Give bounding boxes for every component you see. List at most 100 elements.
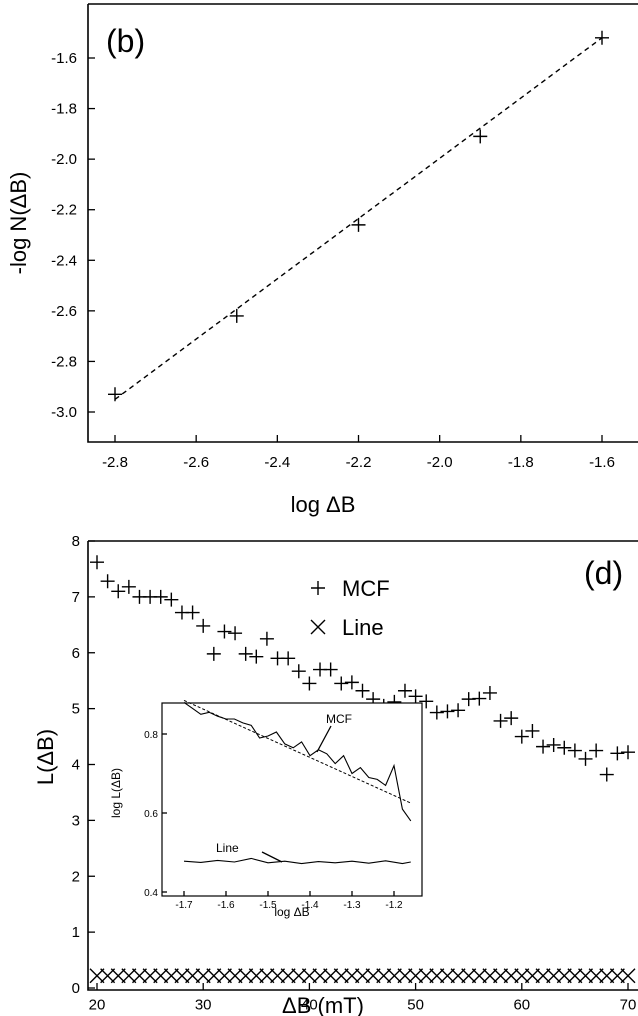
- inset-y-axis-label: log L(ΔB): [109, 768, 123, 818]
- line-data-point: [185, 968, 201, 984]
- panel-d-y-tick-label: 4: [72, 757, 80, 774]
- mcf-data-point: [546, 737, 561, 752]
- mcf-data-point: [610, 746, 625, 761]
- line-data-point: [599, 968, 615, 984]
- panel-d-y-tick-label: 1: [72, 924, 80, 941]
- mcf-data-point: [408, 689, 423, 704]
- panel-d-x-tick-label: 70: [620, 996, 637, 1013]
- mcf-data-point: [578, 751, 593, 766]
- panel-d-y-tick-label: 8: [72, 533, 80, 550]
- mcf-data-point: [557, 740, 572, 755]
- inset-x-tick-label: -1.4: [301, 900, 319, 911]
- line-data-point: [153, 968, 169, 984]
- mcf-data-point: [589, 743, 604, 758]
- line-data-point: [163, 968, 179, 984]
- line-data-point: [609, 968, 625, 984]
- line-data-point: [397, 968, 413, 984]
- legend-mcf-marker: [311, 581, 325, 595]
- panel-b-data-point: [351, 217, 366, 232]
- inset-annotation-mcf: MCF: [326, 712, 352, 726]
- line-data-point: [386, 968, 402, 984]
- line-data-point: [174, 968, 190, 984]
- panel-b-y-tick-label: -1.6: [51, 50, 77, 67]
- mcf-data-point: [621, 745, 635, 760]
- mcf-data-point: [185, 605, 200, 620]
- line-data-point: [301, 968, 317, 984]
- line-data-point: [259, 968, 275, 984]
- panel-b-points: [108, 30, 609, 402]
- panel-b-fit-line: [114, 37, 603, 400]
- panel-d: (d) 0 1 2 3 4 5 6 7 8 20 30 40 50 60 70 ΔB (mT) L(ΔB)…: [33, 533, 638, 1016]
- panel-b-x-tick-label: -2.8: [102, 454, 128, 471]
- inset-x-tick-label: -1.2: [385, 900, 403, 911]
- line-data-point: [588, 968, 604, 984]
- legend-line-label: Line: [342, 615, 384, 640]
- line-data-point: [418, 968, 434, 984]
- inset-annotation-line-arrow: [261, 851, 283, 863]
- panel-b-data-point: [108, 387, 122, 402]
- panel-b-x-tick-label: -2.4: [264, 454, 290, 471]
- panel-d-x-tick-label: 50: [407, 996, 424, 1013]
- panel-d-y-tick-label: 3: [72, 812, 80, 829]
- mcf-data-point: [334, 676, 349, 691]
- inset-y-ticks: 0.4 0.6 0.8: [144, 730, 167, 899]
- mcf-data-point: [249, 649, 264, 664]
- inset-y-tick-label: 0.6: [144, 809, 158, 820]
- panel-b-x-ticks: -2.8 -2.6 -2.4 -2.2 -2.0 -1.8 -1.6: [102, 435, 615, 471]
- line-data-point: [238, 968, 254, 984]
- panel-d-frame: [87, 540, 638, 991]
- mcf-data-point: [291, 664, 306, 679]
- mcf-data-point: [504, 711, 519, 726]
- line-data-point: [110, 968, 126, 984]
- mcf-data-point: [111, 584, 126, 599]
- line-data-point: [206, 968, 222, 984]
- mcf-data-point: [206, 646, 221, 661]
- line-data-point: [578, 968, 594, 984]
- line-data-point: [216, 968, 232, 984]
- mcf-data-point: [121, 579, 136, 594]
- line-data-point: [121, 968, 137, 984]
- line-data-point: [270, 968, 286, 984]
- mcf-data-point: [440, 704, 455, 719]
- line-data-point: [535, 968, 551, 984]
- mcf-data-point: [281, 651, 296, 666]
- inset-x-axis-label: log ΔB: [274, 905, 309, 919]
- panel-d-legend: MCF Line: [310, 576, 390, 640]
- mcf-data-point: [599, 767, 614, 782]
- mcf-data-point: [355, 683, 370, 698]
- line-data-point: [333, 968, 349, 984]
- line-data-point: [439, 968, 455, 984]
- line-data-point: [376, 968, 392, 984]
- panel-d-x-tick-label: 20: [89, 996, 106, 1013]
- panel-d-y-axis-label: L(ΔB): [33, 729, 58, 785]
- panel-b-y-axis-label: -log N(ΔB): [6, 172, 31, 275]
- line-data-point: [450, 968, 466, 984]
- panel-b-y-tick-label: -2.4: [51, 252, 77, 269]
- panel-d-x-tick-label: 30: [195, 996, 212, 1013]
- mcf-data-point: [100, 574, 115, 589]
- legend-line-marker: [310, 619, 326, 635]
- line-data-point: [280, 968, 296, 984]
- panel-d-y-tick-label: 0: [72, 980, 80, 997]
- line-data-point: [471, 968, 487, 984]
- mcf-data-point: [228, 626, 243, 641]
- inset-line-curve: [183, 857, 411, 865]
- line-data-point: [89, 968, 105, 984]
- line-data-point: [195, 968, 211, 984]
- mcf-data-point: [536, 739, 551, 754]
- mcf-data-point: [344, 675, 359, 690]
- inset-annotation-line: Line: [216, 841, 239, 855]
- panel-b-data-point: [595, 30, 609, 45]
- line-data-point: [131, 968, 147, 984]
- line-data-point: [482, 968, 498, 984]
- panel-b-y-tick-label: -2.6: [51, 303, 77, 320]
- line-data-point: [556, 968, 572, 984]
- inset-series: [183, 699, 412, 865]
- panel-b-x-tick-label: -2.6: [183, 454, 209, 471]
- inset-x-tick-label: -1.3: [343, 900, 361, 911]
- panel-d-line-series: [89, 968, 636, 984]
- line-data-point: [365, 968, 381, 984]
- panel-b-y-tick-label: -3.0: [51, 404, 77, 421]
- panel-b: (b) -3.0 -2.8 -2.6 -2.4 -2.2 -2.0 -1.8 -1.6 -2.…: [6, 3, 638, 517]
